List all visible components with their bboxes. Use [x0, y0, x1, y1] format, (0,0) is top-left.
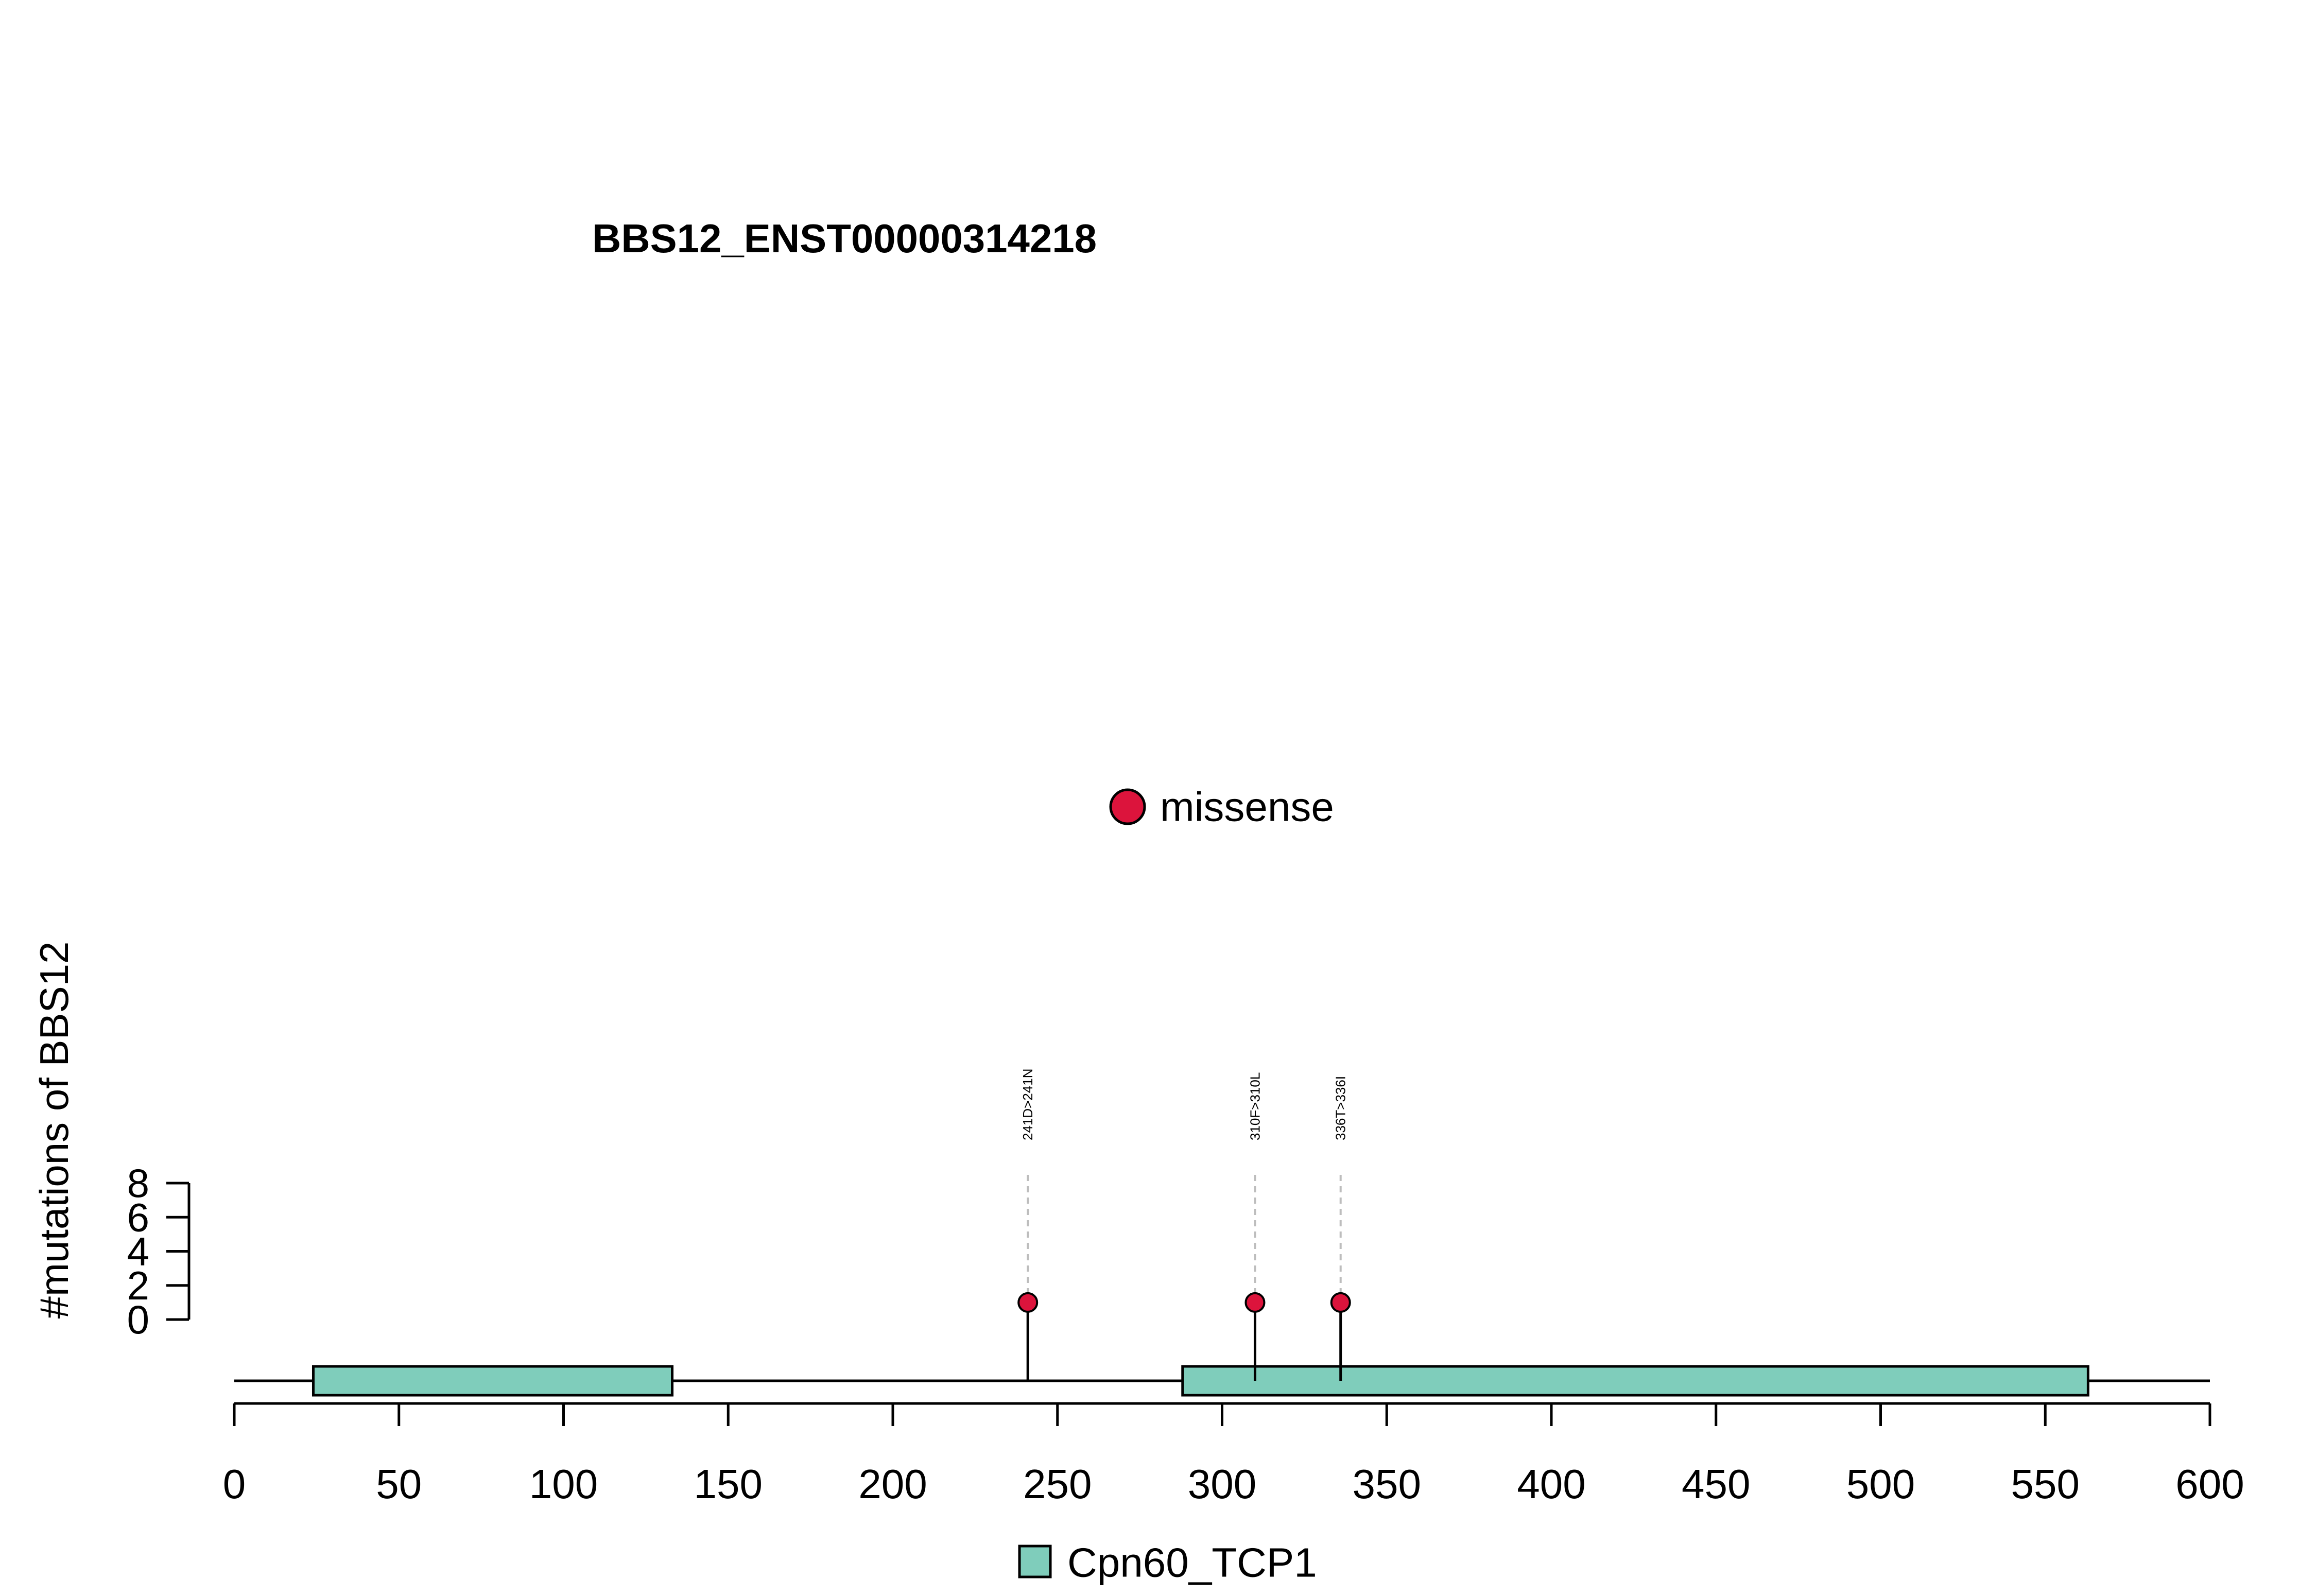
- x-tick-label: 0: [223, 1461, 246, 1507]
- y-tick-label: 0: [127, 1297, 149, 1342]
- mutation-point: [1017, 1292, 1039, 1313]
- mutation-label: 310F>310L: [1247, 1072, 1263, 1140]
- mutation-label: 336T>336I: [1333, 1076, 1348, 1140]
- x-tick-label: 150: [694, 1461, 763, 1507]
- legend-missense-label: missense: [1160, 784, 1334, 830]
- chart-title: BBS12_ENST00000314218: [592, 216, 1097, 261]
- domain-rect: [1181, 1365, 2089, 1397]
- x-tick-label: 400: [1517, 1461, 1585, 1507]
- y-tick-label: 2: [127, 1263, 149, 1308]
- mutation-point: [1244, 1292, 1266, 1313]
- legend-missense-marker: [1109, 788, 1146, 825]
- y-tick-label: 4: [127, 1229, 149, 1274]
- x-tick-label: 500: [1846, 1461, 1915, 1507]
- y-tick-label: 6: [127, 1194, 149, 1240]
- domain-rect: [312, 1365, 674, 1397]
- x-tick-label: 600: [2175, 1461, 2244, 1507]
- x-tick-label: 50: [376, 1461, 422, 1507]
- x-axis: 0 50 100 150 200 250 300 350 400 450 500 550 600: [223, 1402, 2244, 1507]
- mutations: 241D>241N 310F>310L 336T>336I: [1017, 1069, 1351, 1381]
- x-tick-label: 300: [1188, 1461, 1256, 1507]
- domain-legend: Cpn60_TCP1: [1018, 1540, 1317, 1586]
- x-tick-label: 350: [1353, 1461, 1421, 1507]
- domains: [312, 1365, 2089, 1397]
- x-tick-label: 450: [1682, 1461, 1750, 1507]
- x-tick-label: 200: [858, 1461, 927, 1507]
- y-tick-label: 8: [127, 1160, 149, 1206]
- legend-domain-label: Cpn60_TCP1: [1067, 1540, 1317, 1586]
- x-tick-label: 550: [2011, 1461, 2080, 1507]
- legend-domain-swatch: [1018, 1545, 1052, 1578]
- mutation-point: [1330, 1292, 1351, 1313]
- mutation-legend: missense: [1109, 784, 1334, 830]
- y-axis-label: #mutations of BBS12: [31, 942, 77, 1319]
- mutation-label: 241D>241N: [1020, 1069, 1035, 1141]
- x-tick-label: 100: [529, 1461, 598, 1507]
- x-tick-label: 250: [1023, 1461, 1092, 1507]
